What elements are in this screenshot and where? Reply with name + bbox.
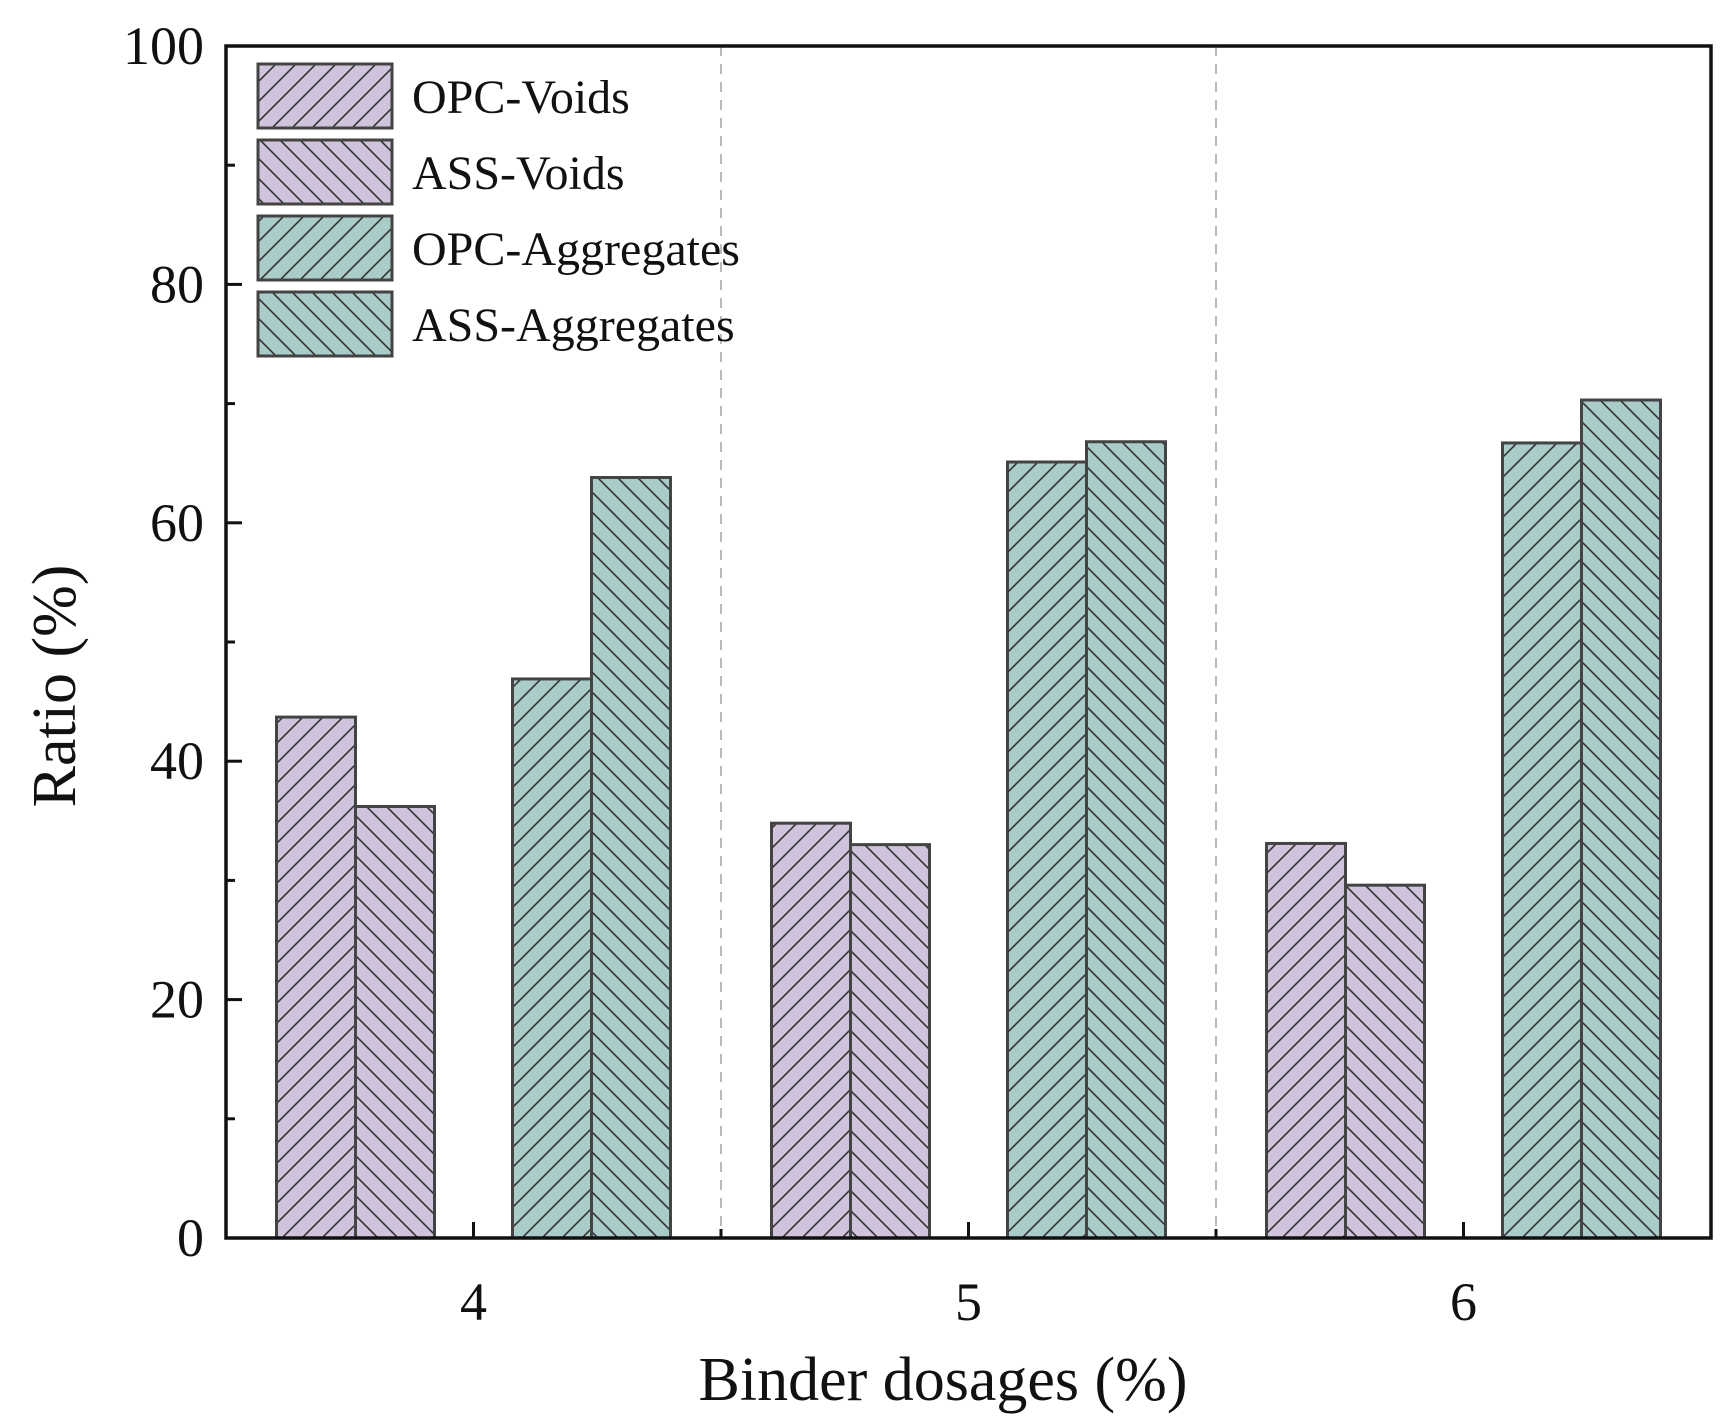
y-tick-label: 0 xyxy=(177,1208,204,1268)
ticks-layer: 0 20 40 60 80 100 4 5 6 xyxy=(123,16,1477,1332)
bar-opc-aggregates-6 xyxy=(1501,441,1583,1240)
y-tick-label: 60 xyxy=(150,493,204,553)
legend-label: ASS-Voids xyxy=(412,147,625,200)
x-tick-label: 6 xyxy=(1450,1272,1477,1332)
bar-ass-voids-4 xyxy=(354,804,436,1240)
y-tick-label: 80 xyxy=(150,254,204,314)
bar-ass-voids-6 xyxy=(1344,883,1426,1240)
legend-swatch xyxy=(256,62,394,130)
legend-swatch xyxy=(256,290,394,358)
legend-label: OPC-Voids xyxy=(412,71,630,124)
legend-swatch xyxy=(256,138,394,206)
bars-layer xyxy=(275,398,1662,1240)
grid-layer xyxy=(720,46,1217,1238)
bar-opc-aggregates-4 xyxy=(511,677,593,1240)
bar-ass-aggregates-4 xyxy=(590,476,672,1240)
y-tick-label: 100 xyxy=(123,16,204,76)
bar-opc-voids-5 xyxy=(770,821,852,1240)
legend-swatch xyxy=(256,214,394,282)
bar-opc-voids-6 xyxy=(1265,841,1347,1240)
bar-opc-aggregates-5 xyxy=(1006,460,1088,1240)
legend: OPC-Voids ASS-Voids OPC-Aggregates ASS-Aggr… xyxy=(256,62,740,358)
x-axis-title: Binder dosages (%) xyxy=(699,1346,1188,1414)
x-tick-label: 5 xyxy=(955,1272,982,1332)
bar-ass-voids-5 xyxy=(849,843,931,1240)
x-tick-label: 4 xyxy=(460,1272,487,1332)
legend-label: OPC-Aggregates xyxy=(412,223,740,276)
y-tick-label: 40 xyxy=(150,731,204,791)
bar-ass-aggregates-5 xyxy=(1085,440,1167,1240)
y-axis-title: Ratio (%) xyxy=(21,565,89,808)
legend-label: ASS-Aggregates xyxy=(412,299,735,352)
bar-opc-voids-4 xyxy=(275,715,357,1240)
y-tick-label: 20 xyxy=(150,970,204,1030)
bar-ass-aggregates-6 xyxy=(1580,398,1662,1240)
